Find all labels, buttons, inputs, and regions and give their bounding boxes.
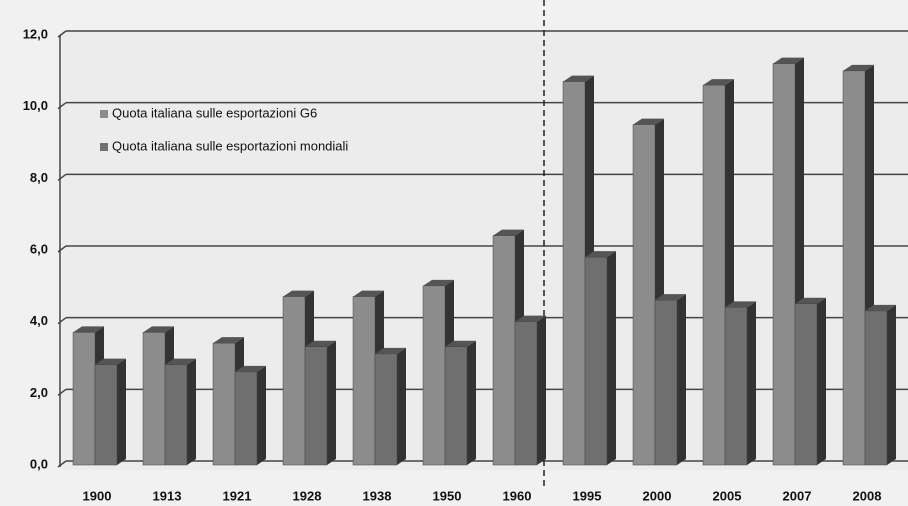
bar-top	[143, 326, 174, 333]
y-tick-label: 10,0	[23, 98, 48, 113]
bar	[142, 332, 166, 466]
bar	[444, 346, 468, 466]
bar-side	[747, 301, 756, 465]
y-tick-label: 0,0	[30, 456, 48, 471]
bar	[724, 307, 748, 466]
bar-side	[467, 340, 476, 465]
legend-label: Quota italiana sulle esportazioni G6	[112, 105, 317, 120]
bar-top	[843, 64, 874, 71]
x-tick-label: 2005	[713, 488, 742, 503]
bar-top	[353, 290, 384, 297]
x-tick-label: 1950	[433, 488, 462, 503]
bar-side	[257, 365, 266, 465]
bar-top	[563, 75, 594, 82]
x-tick-label: 2000	[643, 488, 672, 503]
legend-swatch	[100, 110, 108, 118]
bar-top	[235, 365, 266, 372]
bar-top	[445, 340, 476, 347]
bar-side	[537, 315, 546, 465]
bar	[212, 342, 236, 466]
bar	[584, 256, 608, 466]
bar-top	[375, 347, 406, 354]
y-tick-label: 12,0	[23, 26, 48, 41]
x-tick-label: 1928	[293, 488, 322, 503]
bar-side	[117, 358, 126, 465]
bar-top	[305, 340, 336, 347]
bar	[702, 84, 726, 466]
bar-top	[703, 79, 734, 86]
bar-side	[397, 347, 406, 465]
bar	[864, 310, 888, 466]
bar-top	[165, 358, 196, 365]
bar-top	[725, 301, 756, 308]
bar	[794, 303, 818, 466]
bar-top	[213, 337, 244, 344]
bar	[164, 364, 188, 466]
bar-side	[607, 251, 616, 465]
bar-top	[283, 290, 314, 297]
bar	[352, 296, 376, 466]
bar	[72, 332, 96, 466]
x-tick-label: 1938	[363, 488, 392, 503]
bar-side	[327, 340, 336, 465]
x-tick-label: 2008	[853, 488, 882, 503]
bar-side	[887, 304, 896, 465]
bar	[514, 321, 538, 466]
bar-top	[795, 297, 826, 304]
y-tick-label: 6,0	[30, 241, 48, 256]
y-tick-label: 2,0	[30, 385, 48, 400]
bar-top	[655, 294, 686, 301]
x-tick-label: 1960	[503, 488, 532, 503]
bar	[94, 364, 118, 466]
bar-side	[187, 358, 196, 465]
x-tick-label: 1921	[223, 488, 252, 503]
bar-top	[493, 229, 524, 236]
legend-label: Quota italiana sulle esportazioni mondia…	[112, 138, 348, 153]
bar-top	[423, 279, 454, 286]
legend-swatch	[100, 143, 108, 151]
bar	[842, 70, 866, 466]
bar-top	[633, 118, 664, 125]
bar-top	[773, 57, 804, 64]
bar	[422, 285, 446, 466]
bar-top	[585, 251, 616, 258]
bar	[772, 63, 796, 466]
bar	[654, 299, 678, 466]
bar-top	[515, 315, 546, 322]
x-tick-label: 1995	[573, 488, 602, 503]
bar-top	[95, 358, 126, 365]
bar-side	[817, 297, 826, 465]
bar	[632, 124, 656, 466]
bar	[374, 353, 398, 466]
bar-top	[73, 326, 104, 333]
bar	[282, 296, 306, 466]
y-tick-label: 8,0	[30, 170, 48, 185]
bar	[234, 371, 258, 466]
bar-top	[865, 304, 896, 311]
bar	[304, 346, 328, 466]
x-tick-label: 1913	[153, 488, 182, 503]
bar-side	[677, 294, 686, 465]
x-tick-label: 1900	[83, 488, 112, 503]
x-tick-label: 2007	[783, 488, 812, 503]
y-tick-label: 4,0	[30, 313, 48, 328]
bar	[492, 235, 516, 466]
bar	[562, 81, 586, 466]
